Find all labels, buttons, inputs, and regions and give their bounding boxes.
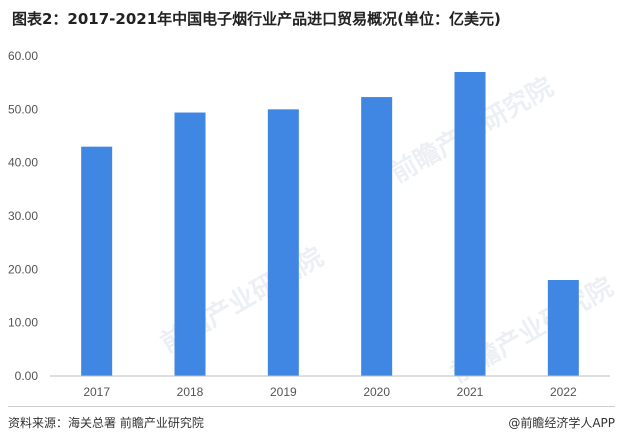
brand-label: @前瞻经济学人APP (508, 416, 615, 430)
x-tick-label: 2022 (550, 385, 577, 399)
bars (81, 72, 579, 377)
x-axis-ticks: 2017 2018 2019 2020 2021 2022 (83, 385, 577, 399)
x-tick-label: 2019 (270, 385, 297, 399)
source-note: 资料来源：海关总署 前瞻产业研究院 (8, 416, 204, 430)
footer-divider (8, 406, 615, 407)
x-tick-label: 2020 (363, 385, 390, 399)
y-tick-label: 10.00 (8, 316, 38, 330)
bar-2022 (547, 280, 579, 376)
bar-2019 (267, 109, 299, 376)
x-tick-label: 2017 (83, 385, 110, 399)
x-tick-label: 2021 (457, 385, 484, 399)
y-tick-label: 40.00 (8, 156, 38, 170)
y-tick-label: 50.00 (8, 102, 38, 116)
bar-2018 (174, 112, 206, 377)
x-tick-label: 2018 (177, 385, 204, 399)
bar-2017 (81, 146, 113, 376)
chart-title: 图表2：2017-2021年中国电子烟行业产品进口贸易概况(单位：亿美元) (12, 10, 501, 28)
y-tick-label: 30.00 (8, 209, 38, 223)
bar-2020 (361, 97, 393, 377)
footer: 资料来源：海关总署 前瞻产业研究院 @前瞻经济学人APP (0, 406, 623, 439)
y-tick-label: 60.00 (8, 49, 38, 63)
bar-2021 (454, 72, 486, 376)
y-axis-ticks: 0.00 10.00 20.00 30.00 40.00 50.00 60.00 (8, 49, 38, 383)
y-tick-label: 0.00 (15, 369, 39, 383)
y-tick-label: 20.00 (8, 262, 38, 276)
